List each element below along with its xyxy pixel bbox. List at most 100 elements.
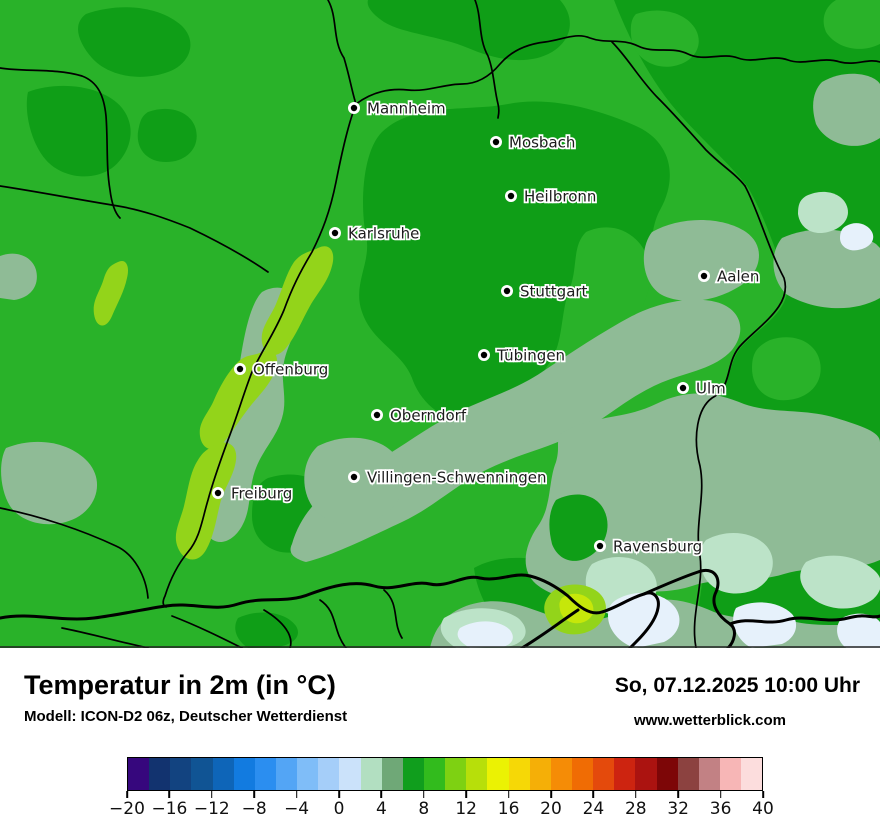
city-dot: [596, 542, 604, 550]
colorbar-segment-25: [656, 758, 678, 790]
canton-border: [383, 589, 403, 639]
temp-region-dark-green: [78, 7, 191, 77]
city-label: Oberndorf: [390, 407, 467, 425]
colorbar-tick: [635, 791, 637, 798]
city-marker-t-bingen: Tübingen: [478, 345, 567, 366]
city-marker-mosbach: Mosbach: [490, 132, 577, 153]
temp-region-dark-green: [549, 494, 608, 561]
temp-region-bright-green: [630, 10, 699, 67]
temp-region-pale-blue: [457, 621, 513, 648]
canton-border: [319, 599, 347, 648]
state-border: [327, 0, 357, 105]
city-dot: [700, 272, 708, 280]
state-border: [0, 67, 121, 219]
colorbar-tick: [380, 791, 383, 798]
colorbar-tick-label: 0: [333, 799, 345, 819]
colorbar-segment-27: [698, 758, 720, 790]
colorbar-segment-18: [508, 758, 530, 790]
temp-region-dark-green: [367, 0, 570, 61]
colorbar-tick: [677, 791, 679, 798]
city-label: Villingen-Schwenningen: [367, 469, 547, 487]
city-marker-villingen-schwenningen: Villingen-Schwenningen: [348, 467, 548, 488]
city-marker-karlsruhe: Karlsruhe: [329, 223, 421, 244]
canton-border: [61, 627, 149, 648]
temperature-colorbar: [127, 757, 763, 791]
temp-region-pale-green: [800, 555, 880, 609]
city-dot: [236, 365, 244, 373]
temp-region-yellow-green: [175, 442, 237, 560]
bavaria-border: [693, 185, 787, 648]
colorbar-segment-26: [677, 758, 699, 790]
city-dot: [350, 104, 358, 112]
temp-region-yellow-green: [261, 246, 334, 356]
city-marker-ravensburg: Ravensburg: [594, 536, 704, 557]
temp-region-sage: [525, 393, 880, 600]
datetime-block: So, 07.12.2025 10:00 Uhr: [560, 674, 860, 698]
swiss-border: [520, 608, 580, 648]
temp-region-yellow-green: [199, 349, 278, 450]
colorbar-tick: [592, 791, 595, 798]
canton-border: [171, 615, 243, 648]
temp-region-sage: [643, 220, 759, 301]
swiss-border: [0, 573, 660, 648]
city-dot: [503, 287, 511, 295]
colorbar-segment-2: [170, 758, 192, 790]
colorbar-segment-6: [254, 758, 276, 790]
colorbar-tick-label: −12: [193, 799, 230, 819]
colorbar-segment-21: [571, 758, 594, 790]
city-label: Tübingen: [496, 347, 565, 365]
city-dot: [214, 489, 222, 497]
temperature-map: Mannheim Mosbach Heilbronn Karlsruhe Stuttga…: [0, 0, 880, 648]
temp-region-yellow-green: [93, 260, 128, 326]
colorbar-tick-label: 16: [497, 799, 520, 819]
colorbar-tick: [126, 791, 128, 798]
canton-border: [263, 609, 292, 648]
temp-region-pale-green: [699, 533, 773, 594]
colorbar-segment-19: [529, 758, 551, 790]
colorbar-segment-12: [381, 758, 403, 790]
city-label: Offenburg: [253, 361, 328, 379]
city-label: Stuttgart: [520, 283, 588, 301]
colorbar-segment-3: [191, 758, 213, 790]
state-border: [0, 185, 269, 273]
colorbar-segment-15: [445, 758, 467, 790]
austria-border: [642, 569, 736, 648]
city-dot: [331, 229, 339, 237]
temp-region-sage: [0, 253, 37, 300]
temperature-map-svg: Mannheim Mosbach Heilbronn Karlsruhe Stuttga…: [0, 0, 880, 648]
colorbar-segment-1: [149, 758, 171, 790]
city-label: Freiburg: [231, 485, 292, 503]
colorbar-tick: [507, 791, 510, 798]
city-dot: [492, 138, 500, 146]
temp-region-pale-blue: [733, 602, 797, 648]
city-dot: [373, 411, 381, 419]
city-label: Heilbronn: [524, 188, 596, 206]
temp-region-pale-blue: [840, 223, 874, 251]
colorbar-tick-label: 36: [709, 799, 732, 819]
colorbar-segment-0: [128, 758, 150, 790]
colorbar-tick-label: 32: [667, 799, 690, 819]
temperature-field-layer: [0, 0, 880, 648]
colorbar-segment-28: [719, 758, 742, 790]
city-marker-mannheim: Mannheim: [348, 98, 447, 119]
colorbar-tick-label: −4: [284, 799, 310, 819]
temp-region-dark-green: [137, 108, 197, 162]
temp-region-pale-green: [798, 191, 848, 234]
colorbar-tick-label: 4: [375, 799, 387, 819]
colorbar-tick: [719, 791, 722, 798]
temp-region-bright-green: [752, 337, 821, 401]
temp-region-sage: [813, 73, 880, 146]
temp-region-pale-blue: [608, 592, 680, 648]
colorbar-segment-8: [297, 758, 319, 790]
colorbar-segment-5: [233, 758, 255, 790]
model-subtitle: Modell: ICON-D2 06z, Deutscher Wetterdie…: [24, 708, 348, 725]
temp-region-pale-blue: [837, 613, 880, 648]
colorbar-segment-22: [593, 758, 615, 790]
city-marker-freiburg: Freiburg: [212, 483, 294, 504]
colorbar-tick: [253, 791, 255, 798]
city-label: Karlsruhe: [348, 225, 419, 243]
colorbar-tick-label: 12: [455, 799, 478, 819]
map-title: Temperatur in 2m (in °C): [24, 670, 336, 700]
colorbar-tick: [295, 791, 298, 798]
